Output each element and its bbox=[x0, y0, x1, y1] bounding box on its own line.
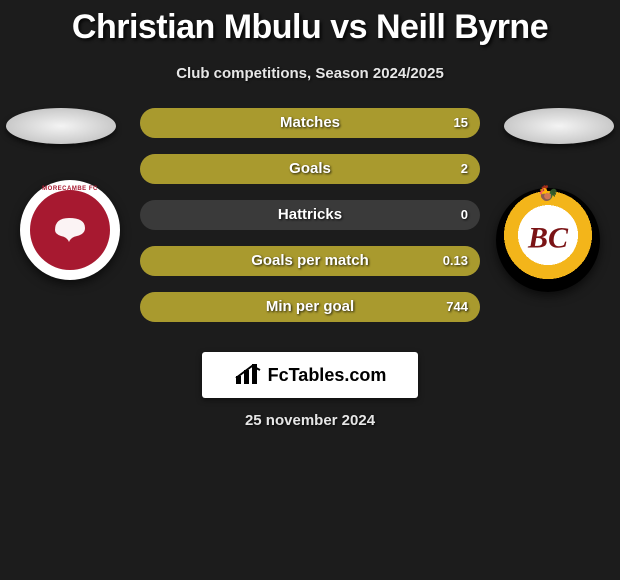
rooster-icon: 🐓 bbox=[537, 185, 559, 206]
stat-bars: Matches15 Goals2 Hattricks0 Goals per match… bbox=[140, 108, 480, 338]
stat-label: Goals per match bbox=[140, 246, 480, 276]
stat-label: Min per goal bbox=[140, 292, 480, 322]
page-title: Christian Mbulu vs Neill Byrne bbox=[0, 0, 620, 47]
stat-label: Goals bbox=[140, 154, 480, 184]
club-badge-right: 🐓 BC bbox=[496, 188, 600, 292]
stat-label: Hattricks bbox=[140, 200, 480, 230]
stat-value-right: 0.13 bbox=[443, 246, 468, 276]
snapshot-date: 25 november 2024 bbox=[0, 412, 620, 429]
player-right-face-placeholder bbox=[504, 108, 614, 144]
comparison-stage: MORECAMBE FC 🐓 BC Matches15Goals2Hattric… bbox=[0, 120, 620, 380]
stat-value-right: 0 bbox=[461, 200, 468, 230]
club-badge-right-label: BC bbox=[528, 221, 568, 255]
stat-bar: Goals2 bbox=[140, 154, 480, 184]
stat-value-right: 2 bbox=[461, 154, 468, 184]
fctables-logo: FcTables.com bbox=[202, 352, 418, 398]
club-badge-left-label: MORECAMBE FC bbox=[20, 186, 120, 192]
stat-bar: Min per goal744 bbox=[140, 292, 480, 322]
subtitle: Club competitions, Season 2024/2025 bbox=[0, 65, 620, 82]
shrimp-icon bbox=[49, 214, 91, 246]
stat-bar: Goals per match0.13 bbox=[140, 246, 480, 276]
stat-value-right: 744 bbox=[446, 292, 468, 322]
stat-bar: Hattricks0 bbox=[140, 200, 480, 230]
player-left-face-placeholder bbox=[6, 108, 116, 144]
club-badge-left: MORECAMBE FC bbox=[20, 180, 120, 280]
bar-chart-icon bbox=[234, 364, 262, 386]
stat-bar: Matches15 bbox=[140, 108, 480, 138]
stat-label: Matches bbox=[140, 108, 480, 138]
stat-value-right: 15 bbox=[454, 108, 468, 138]
fctables-logo-text: FcTables.com bbox=[268, 365, 387, 386]
